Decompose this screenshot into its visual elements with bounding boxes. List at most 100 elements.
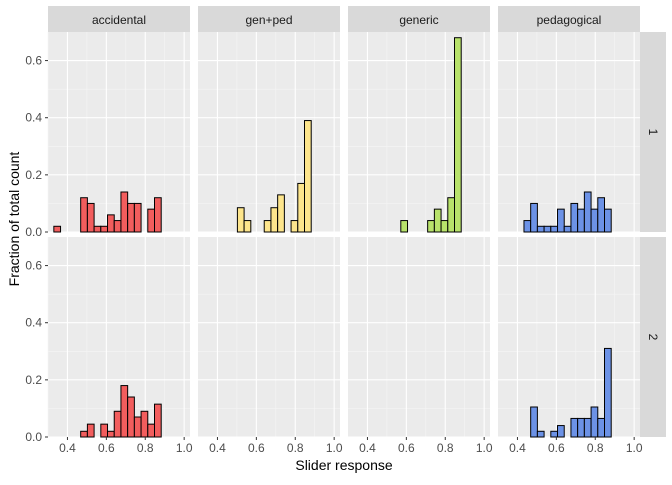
y-tick-label: 0.0 [25,430,42,444]
strip-gen-ped [198,6,340,32]
panel-2-generic [348,237,490,438]
x-tick-label: 0.4 [209,441,226,455]
y-tick-label: 0.4 [25,316,42,330]
histogram-bar [236,207,245,233]
histogram-bar [433,208,442,233]
strip-label-generic: generic [399,13,438,27]
y-tick-label: 0.6 [25,54,42,68]
histogram-bar [427,220,435,233]
histogram-bar [454,37,462,233]
histogram-bar [127,202,135,233]
strip-pedagogical [498,6,640,32]
strip-label-gen-ped: gen+ped [245,13,292,27]
histogram-bar [583,191,592,233]
histogram-bar [604,208,612,233]
histogram-bar [107,430,115,438]
histogram-bar [243,220,252,233]
histogram-bar [523,220,532,233]
x-tick-label: 0.8 [287,441,304,455]
x-tick-label: 1.0 [626,441,643,455]
panel-2-pedagogical-background [498,237,640,437]
strip-generic [348,6,490,32]
x-tick-label: 0.6 [548,441,565,455]
panel-2-gen-ped [198,237,340,438]
strip-row-label-2: 2 [646,334,660,341]
panel-1-pedagogical [498,32,640,233]
histogram-bar [100,225,109,233]
histogram-bar [543,225,552,233]
histogram-bar [604,347,612,438]
y-tick-label: 0.2 [25,373,42,387]
x-tick-label: 0.4 [59,441,76,455]
histogram-bar [86,202,95,233]
histogram-bar [590,406,599,438]
strip-row-1 [640,32,666,232]
histogram-bar [570,417,579,438]
x-tick-label: 1.0 [326,441,343,455]
histogram-bar [270,207,279,233]
histogram-bar [113,220,122,233]
histogram-bar [563,225,572,233]
x-tick-label: 1.0 [176,441,193,455]
histogram-bar [440,220,449,233]
histogram-bar [147,423,156,438]
histogram-bar [583,417,592,438]
histogram-bar [304,120,312,233]
histogram-bar [107,214,115,233]
histogram-bar [530,202,538,233]
histogram-bar [550,225,559,233]
panel-1-accidental-background [48,32,190,232]
histogram-bar [263,220,272,233]
panel-1-generic [348,32,490,233]
x-tick-label: 0.6 [398,441,415,455]
y-axis-title: Fraction of total count [6,152,22,287]
histogram-bar [127,396,135,438]
histogram-bar [536,430,545,438]
panel-1-gen-ped [198,32,340,233]
x-tick-label: 0.8 [587,441,604,455]
strip-label-accidental: accidental [92,13,146,27]
panel-layer [47,32,640,438]
axis-layer: 0.4 0.6 0.8 1.0 0.4 0.6 0.8 1.0 0.4 0.6 0.8 1.0 0.4 0… [25,54,643,455]
panel-2-generic-background [348,237,490,437]
strip-layer: accidental gen+ped generic pedagogical 1 2 [48,6,666,437]
histogram-bar [120,191,129,233]
x-axis-title: Slider response [295,457,392,473]
histogram-bar [80,197,88,233]
histogram-bar [113,410,122,438]
histogram-bar [154,197,162,233]
y-tick-label: 0.2 [25,168,42,182]
strip-row-2 [640,237,666,437]
histogram-bar [536,225,545,233]
histogram-bar [577,208,585,233]
strip-accidental [48,6,190,32]
x-tick-label: 0.8 [437,441,454,455]
x-tick-label: 1.0 [476,441,493,455]
panel-2-accidental [47,237,190,438]
histogram-bar [590,208,599,233]
x-tick-label: 0.8 [137,441,154,455]
histogram-bar [550,430,559,438]
y-tick-label: 0.6 [25,259,42,273]
histogram-bar [147,208,156,233]
panel-2-pedagogical [498,237,640,438]
histogram-bar [93,225,102,233]
histogram-bar [133,416,142,438]
histogram-bar [597,417,606,438]
histogram-bar [80,430,88,438]
histogram-bar [86,423,95,438]
x-tick-label: 0.6 [248,441,265,455]
x-tick-label: 0.6 [98,441,115,455]
panel-1-generic-background [348,32,490,232]
y-tick-label: 0.4 [25,111,42,125]
histogram-bar [570,202,579,233]
histogram-bar [577,417,585,438]
histogram-bar [557,425,565,438]
panel-2-gen-ped-background [198,237,340,437]
histogram-bar [120,385,129,438]
panel-1-gen-ped-background [198,32,340,232]
strip-label-pedagogical: pedagogical [537,13,602,27]
histogram-bar [447,197,455,233]
